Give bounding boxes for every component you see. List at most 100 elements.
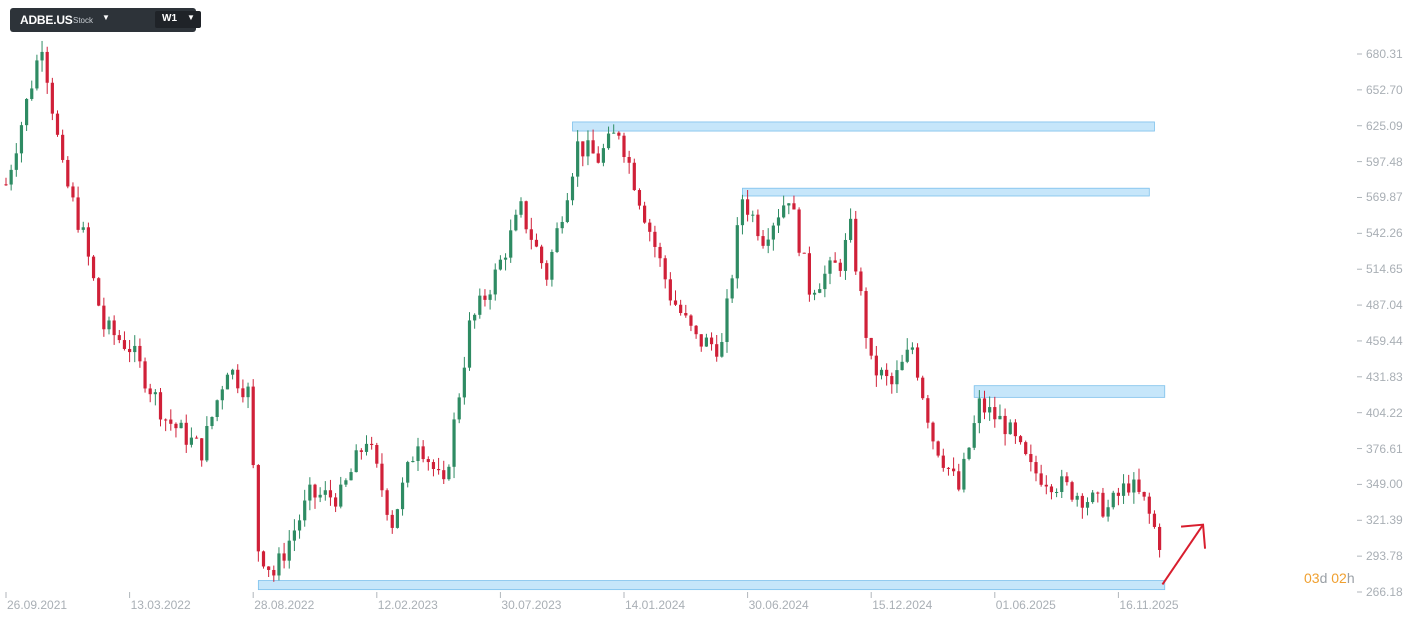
candle [1158,523,1162,558]
candle-body [447,466,451,480]
candle-body [1127,483,1131,493]
candle [962,452,966,493]
candle-body [921,377,925,399]
candle-body [704,337,708,347]
candle [931,421,935,450]
candle-body [1029,454,1033,463]
candle-body [1158,526,1162,550]
symbol-toolbar[interactable]: ADBE.US Stock ▼ W1 ▼ [10,8,201,32]
candle-body [740,199,745,226]
x-tick-label: 13.03.2022 [130,598,191,612]
candle [107,316,111,335]
candle [61,129,65,163]
candle-body [864,291,868,338]
candle [740,194,745,235]
candle-body [854,218,858,272]
candle [225,372,230,390]
candle-body [128,348,132,353]
candle [1152,510,1157,529]
candle [586,130,590,166]
candle-body [328,490,333,498]
candle-body [395,509,399,528]
candle-body [1142,491,1146,497]
candle [869,337,873,360]
candle [1024,440,1028,456]
y-tick-label: 431.83 [1366,369,1403,384]
candle [241,379,245,403]
candle-body [220,389,224,401]
candle [179,419,183,429]
candle-body [514,214,518,231]
candle-body [555,228,559,252]
candle [766,228,770,254]
candle-body [756,214,760,237]
candle-body [25,98,29,126]
candle-body [622,135,626,158]
symbol-name[interactable]: ADBE.US [20,13,73,27]
candle [40,40,44,72]
y-tick-label: 293.78 [1366,549,1403,564]
candle [900,354,904,371]
candle [910,342,914,355]
candle-body [148,388,152,395]
candle-body [540,246,544,264]
candle [138,338,142,368]
candle [751,210,755,223]
candle-body [1039,473,1043,485]
candle [874,345,878,387]
candle-body [292,530,296,541]
candle-body [81,227,85,230]
candle [158,387,163,427]
candle-body [843,239,848,271]
candle [890,372,894,394]
candle-body [534,239,539,247]
candle-body [926,398,930,423]
timeframe-selector[interactable]: W1 ▼ [155,11,201,28]
y-tick-label: 680.31 [1366,47,1403,61]
candle [1065,472,1069,486]
candle-body [380,463,384,491]
candle [261,550,266,569]
candle-body [359,450,363,452]
candle [200,438,204,467]
caret-down-icon[interactable]: ▼ [187,13,195,22]
candle-body [107,320,111,330]
candle [231,368,235,380]
candle-body [905,349,909,362]
timeframe-label[interactable]: W1 [162,13,177,24]
candle-body [189,437,193,445]
candle-body [828,260,832,274]
candle [452,412,456,479]
candle-body [364,443,369,452]
candle [411,456,415,463]
candle-body [1137,479,1141,492]
candle [643,201,647,224]
x-tick-label: 12.02.2023 [377,598,438,612]
candle [215,399,219,422]
candle-body [941,455,945,468]
candle-body [1034,462,1038,474]
candle-body [761,236,765,246]
candle [725,289,729,353]
candle-body [910,347,914,350]
candle-body [792,203,796,210]
candle-body [385,490,389,515]
candle [194,435,199,439]
candle [14,143,18,177]
candle [277,547,281,581]
candle [802,252,806,254]
candle [596,146,600,164]
candle [164,418,168,432]
candle-body [1085,502,1090,508]
candle-body [715,344,719,357]
candle [478,288,482,319]
candle [297,514,302,539]
candle [400,477,405,516]
candle [395,508,399,529]
candle-body [550,251,554,280]
candle [35,54,39,91]
caret-down-icon[interactable]: ▼ [102,13,110,22]
candle-body [797,209,801,253]
candle [699,334,703,352]
